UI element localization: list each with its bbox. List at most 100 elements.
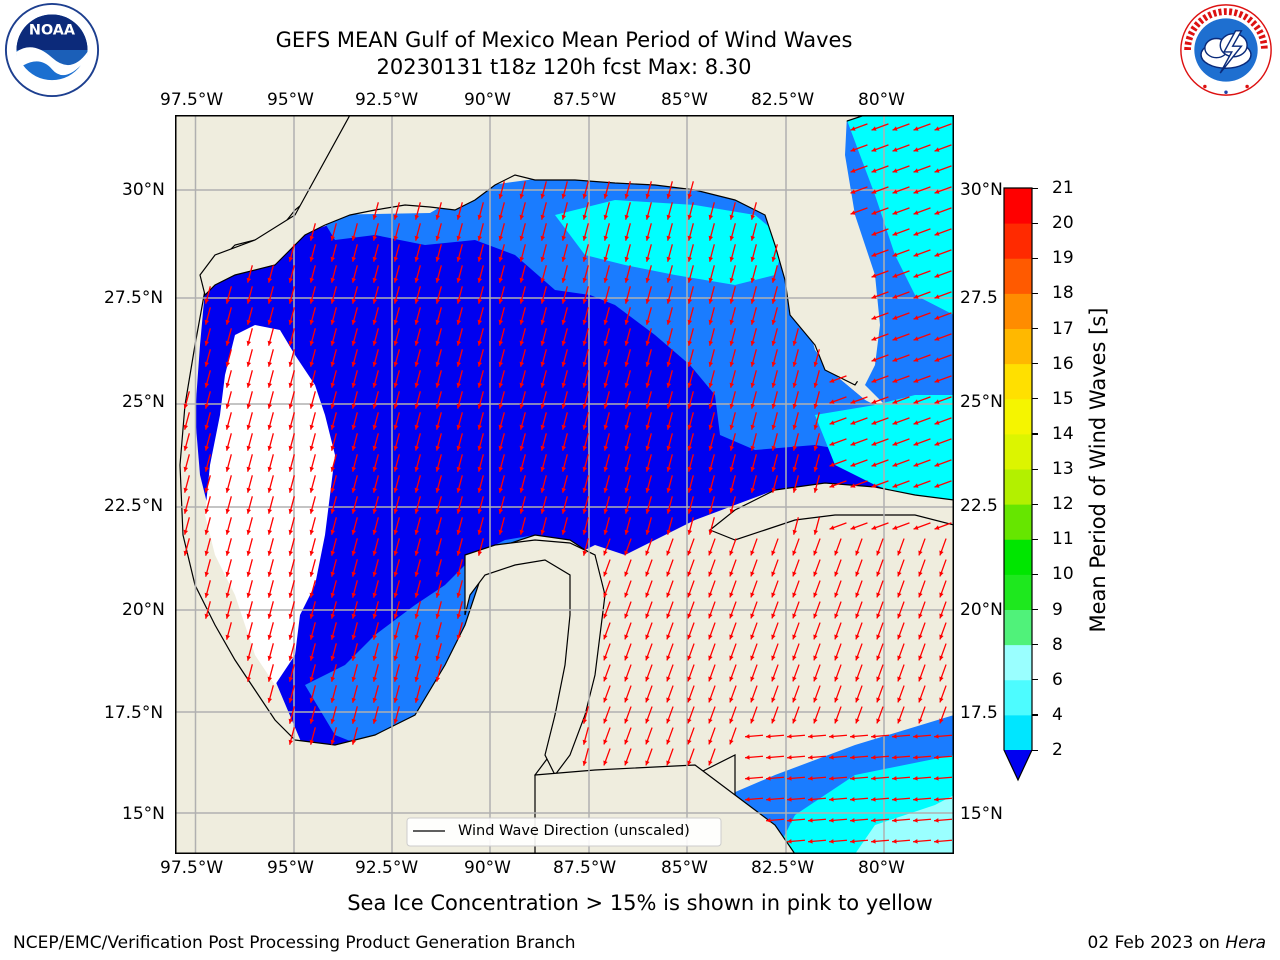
wind-wave-arrowhead <box>603 697 608 703</box>
wind-wave-arrowhead <box>829 441 835 446</box>
wind-wave-arrowhead <box>666 592 671 598</box>
lon-label-top-2: 95°W <box>267 90 314 110</box>
wind-wave-arrowhead <box>934 147 940 152</box>
wind-wave-arrowhead <box>729 361 735 367</box>
wind-wave-arrowhead <box>288 550 294 556</box>
wind-wave-arrowhead <box>519 256 525 262</box>
wind-wave-arrowhead <box>393 319 399 325</box>
colorbar-tick-label: 2 <box>1052 740 1063 760</box>
wind-wave-arrowhead <box>913 168 919 173</box>
wind-wave-arrowhead <box>351 676 357 682</box>
wind-wave-arrowhead <box>645 508 651 514</box>
wind-wave-arrowhead <box>892 755 897 760</box>
wind-wave-arrowhead <box>330 298 336 304</box>
wind-wave-arrowhead <box>876 571 881 577</box>
colorbar-tick-mark <box>1032 433 1038 435</box>
wind-wave-arrowhead <box>351 361 357 367</box>
lon-label-top-1: 97.5°W <box>160 90 224 110</box>
wind-wave-arrowhead <box>666 340 672 346</box>
wind-wave-arrowhead <box>787 776 792 781</box>
wind-wave-arrowhead <box>829 483 835 488</box>
wind-wave-arrowhead <box>561 445 567 451</box>
wind-wave-arrowhead <box>829 399 835 404</box>
wind-wave-arrowhead <box>246 508 252 514</box>
wind-wave-arrowhead <box>624 214 630 220</box>
wind-wave-arrowhead <box>456 319 462 325</box>
wind-wave-arrowhead <box>267 361 273 367</box>
wind-wave-arrowhead <box>582 508 588 514</box>
wind-wave-arrowhead <box>766 797 771 802</box>
wind-wave-arrowhead <box>939 718 944 724</box>
wind-wave-arrowhead <box>645 718 650 724</box>
wind-wave-arrowhead <box>540 256 546 262</box>
wind-wave-arrowhead <box>708 487 714 493</box>
wind-wave-arrowhead <box>582 256 588 262</box>
wind-wave-arrowhead <box>708 529 714 535</box>
wind-wave-arrowhead <box>771 634 776 640</box>
wind-wave-arrowhead <box>477 361 483 367</box>
wind-wave-arrowhead <box>393 613 399 619</box>
wind-wave-arrowhead <box>792 487 798 493</box>
wind-wave-arrowhead <box>204 298 210 304</box>
wind-wave-arrowhead <box>666 298 672 304</box>
wind-wave-arrowhead <box>561 298 567 304</box>
wind-wave-arrowhead <box>309 592 315 598</box>
wind-wave-arrowhead <box>829 525 835 530</box>
wind-wave-arrowhead <box>456 550 462 556</box>
wind-wave-arrowhead <box>603 214 609 220</box>
wind-wave-arrowhead <box>750 382 756 388</box>
wind-wave-arrowhead <box>204 613 210 619</box>
lat-label-right-1: 30°N <box>960 180 1003 200</box>
wind-wave-arrowhead <box>498 340 504 346</box>
wind-wave-arrowhead <box>934 462 940 467</box>
wind-wave-arrowhead <box>540 361 546 367</box>
wind-wave-arrowhead <box>561 529 567 535</box>
wind-wave-arrowhead <box>913 483 919 488</box>
wind-wave-arrowhead <box>729 487 735 493</box>
colorbar-tick-label: 17 <box>1052 318 1074 339</box>
wind-wave-arrowhead <box>414 529 420 535</box>
wind-wave-arrowhead <box>829 462 835 467</box>
lon-label-bottom-8: 80°W <box>858 858 905 878</box>
wind-wave-arrowhead <box>477 445 483 451</box>
wind-wave-arrowhead <box>871 776 876 781</box>
wind-wave-arrowhead <box>792 634 797 640</box>
wind-wave-arrowhead <box>414 571 420 577</box>
wind-wave-arrowhead <box>519 361 525 367</box>
wind-wave-arrowhead <box>561 361 567 367</box>
footer-host: Hera <box>1225 933 1266 953</box>
wind-wave-arrowhead <box>750 718 755 724</box>
wind-wave-arrowhead <box>771 613 776 619</box>
wind-wave-arrowhead <box>288 739 294 745</box>
wind-wave-arrowhead <box>477 235 483 241</box>
wind-wave-arrowhead <box>204 445 210 451</box>
wind-wave-arrowhead <box>918 697 923 703</box>
wind-wave-arrowhead <box>666 634 671 640</box>
wind-wave-arrowhead <box>708 676 713 682</box>
wind-wave-arrowhead <box>330 382 336 388</box>
wind-wave-arrowhead <box>913 525 919 530</box>
wind-wave-arrowhead <box>624 739 629 745</box>
wind-wave-arrowhead <box>477 277 483 283</box>
cyan-ne-gulf <box>555 200 785 285</box>
wind-wave-arrowhead <box>246 529 252 535</box>
wind-wave-arrowhead <box>624 466 630 472</box>
colorbar-band <box>1004 188 1032 224</box>
wind-wave-arrowhead <box>934 126 940 131</box>
wind-wave-arrowhead <box>750 487 756 493</box>
wind-wave-arrowhead <box>687 550 692 556</box>
wind-wave-arrowhead <box>582 319 588 325</box>
wind-wave-arrowhead <box>477 319 483 325</box>
wind-wave-arrowhead <box>477 298 483 304</box>
wind-wave-arrowhead <box>603 739 608 745</box>
wind-wave-arrowhead <box>435 592 441 598</box>
wind-wave-arrowhead <box>729 613 734 619</box>
wind-wave-arrowhead <box>246 592 252 598</box>
lon-label-bottom-2: 95°W <box>267 858 314 878</box>
wind-wave-arrowhead <box>666 571 671 577</box>
wind-wave-arrowhead <box>582 445 588 451</box>
wind-wave-arrowhead <box>855 718 860 724</box>
wind-wave-arrowhead <box>183 403 189 409</box>
wind-wave-arrowhead <box>913 126 919 131</box>
wind-wave-arrowhead <box>603 592 608 598</box>
